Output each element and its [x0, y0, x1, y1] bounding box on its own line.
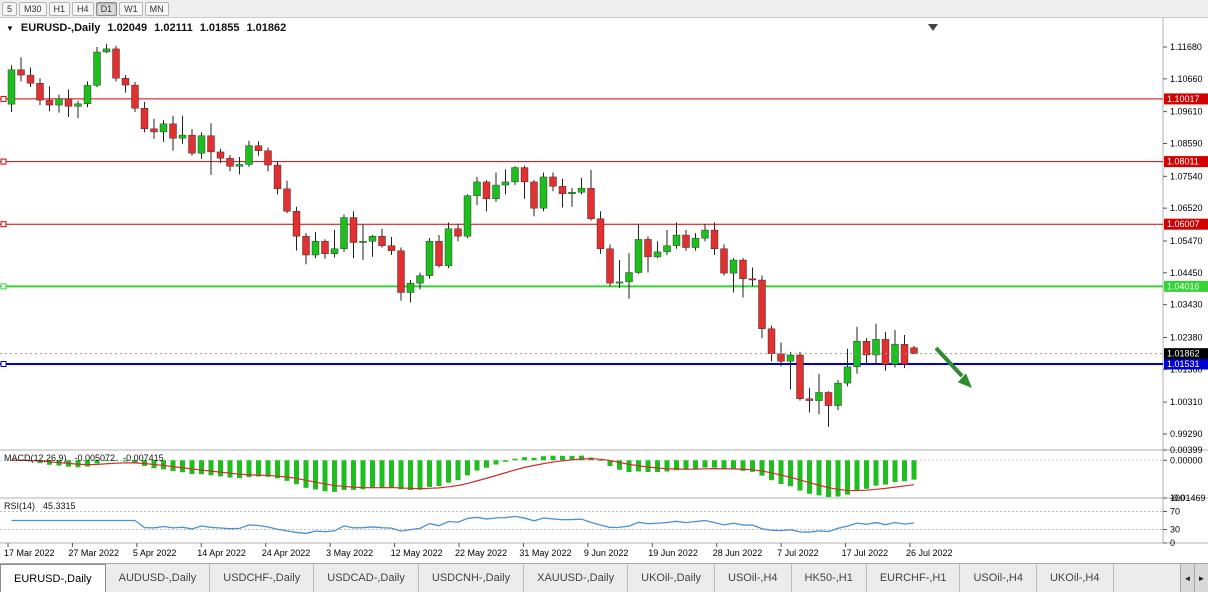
svg-text:30: 30	[1170, 525, 1180, 535]
svg-text:26 Jul 2022: 26 Jul 2022	[906, 548, 953, 558]
svg-text:31 May 2022: 31 May 2022	[519, 548, 571, 558]
macd-name: MACD(12,26,9)	[4, 453, 67, 463]
svg-text:1.01862: 1.01862	[1167, 349, 1200, 359]
svg-text:19 Jun 2022: 19 Jun 2022	[648, 548, 698, 558]
svg-text:1.03430: 1.03430	[1170, 300, 1203, 310]
svg-text:1.10660: 1.10660	[1170, 74, 1203, 84]
svg-text:17 Jul 2022: 17 Jul 2022	[842, 548, 889, 558]
svg-text:1.04450: 1.04450	[1170, 268, 1203, 278]
svg-text:0: 0	[1170, 538, 1175, 548]
arrow-annotation	[934, 346, 964, 378]
svg-text:12 May 2022: 12 May 2022	[391, 548, 443, 558]
svg-text:22 May 2022: 22 May 2022	[455, 548, 507, 558]
svg-text:1.09610: 1.09610	[1170, 107, 1203, 117]
chart-tab-usdcnh-daily[interactable]: USDCNH-,Daily	[418, 564, 525, 592]
svg-text:27 Mar 2022: 27 Mar 2022	[68, 548, 119, 558]
timeframe-button-5[interactable]: 5	[2, 1, 18, 16]
svg-text:5 Apr 2022: 5 Apr 2022	[133, 548, 177, 558]
timeframe-button-mn[interactable]: MN	[144, 1, 169, 16]
svg-text:17 Mar 2022: 17 Mar 2022	[4, 548, 55, 558]
svg-text:3 May 2022: 3 May 2022	[326, 548, 373, 558]
high-value: 1.02111	[154, 22, 193, 34]
chart-tab-usdchf-daily[interactable]: USDCHF-,Daily	[210, 564, 315, 592]
macd-indicator-label: MACD(12,26,9) -0.005072 -0.007415	[4, 453, 164, 463]
symbol-period-label: EURUSD-,Daily	[20, 22, 101, 34]
timeframe-button-w1[interactable]: W1	[119, 1, 143, 16]
price-chart-area[interactable]: 1.11680 1.10660 1.09610 1.08590 1.07540 1.065…	[0, 18, 1208, 563]
svg-text:1.00310: 1.00310	[1170, 397, 1203, 407]
svg-text:1.02380: 1.02380	[1170, 332, 1203, 342]
chart-tab-ukoil-h4[interactable]: UKOil-,H4	[1036, 564, 1114, 592]
rsi-indicator-label: RSI(14) 45.3315	[4, 501, 76, 511]
svg-text:1.08011: 1.08011	[1167, 157, 1199, 167]
chart-tab-eurusd-daily[interactable]: EURUSD-,Daily	[0, 564, 106, 592]
svg-text:1.01531: 1.01531	[1167, 359, 1200, 369]
symbol-dropdown-icon[interactable]: ▼	[6, 23, 14, 33]
chart-tab-usoil-h4[interactable]: USOil-,H4	[715, 564, 792, 592]
chart-shift-marker-icon	[928, 24, 938, 31]
svg-text:1.05470: 1.05470	[1170, 236, 1203, 246]
tab-scroll-controls: ◄ ►	[1180, 564, 1208, 592]
chart-tab-hk50-h1[interactable]: HK50-,H1	[791, 564, 867, 592]
svg-text:14 Apr 2022: 14 Apr 2022	[197, 548, 246, 558]
svg-text:0.00399: 0.00399	[1170, 445, 1203, 455]
svg-text:1.11680: 1.11680	[1170, 42, 1202, 52]
svg-text:70: 70	[1170, 507, 1180, 517]
open-value: 1.02049	[107, 22, 148, 34]
low-value: 1.01855	[199, 22, 240, 34]
svg-text:0.99290: 0.99290	[1170, 429, 1203, 439]
svg-text:9 Jun 2022: 9 Jun 2022	[584, 548, 629, 558]
svg-text:1.08590: 1.08590	[1170, 139, 1203, 149]
svg-text:0.00000: 0.00000	[1170, 455, 1203, 465]
rsi-value: 45.3315	[43, 501, 76, 511]
svg-text:24 Apr 2022: 24 Apr 2022	[262, 548, 311, 558]
chart-tab-audusd-daily[interactable]: AUDUSD-,Daily	[105, 564, 211, 592]
svg-text:1.10017: 1.10017	[1167, 94, 1200, 104]
chart-tab-usoil-h4[interactable]: USOil-,H4	[960, 564, 1037, 592]
svg-text:1.04016: 1.04016	[1167, 281, 1200, 291]
svg-text:28 Jun 2022: 28 Jun 2022	[713, 548, 763, 558]
close-value: 1.01862	[246, 22, 287, 34]
svg-text:1.07540: 1.07540	[1170, 171, 1203, 181]
timeframe-toolbar: 5 M30 H1 H4 D1 W1 MN	[0, 0, 1208, 18]
rsi-name: RSI(14)	[4, 501, 36, 511]
svg-text:1.06007: 1.06007	[1167, 219, 1200, 229]
chart-plot[interactable]: 1.11680 1.10660 1.09610 1.08590 1.07540 1.065…	[0, 18, 1208, 563]
timeframe-button-h4[interactable]: H4	[72, 1, 94, 16]
ohlc-header: ▼ EURUSD-,Daily 1.02049 1.02111 1.01855 …	[6, 22, 286, 34]
chart-tabs-bar: EURUSD-,Daily AUDUSD-,Daily USDCHF-,Daily U…	[0, 563, 1208, 592]
svg-text:7 Jul 2022: 7 Jul 2022	[777, 548, 819, 558]
chart-tab-eurchf-h1[interactable]: EURCHF-,H1	[866, 564, 961, 592]
macd-signal-value: -0.007415	[123, 453, 164, 463]
svg-text:1.06520: 1.06520	[1170, 203, 1203, 213]
chart-tab-ukoil-daily[interactable]: UKOil-,Daily	[628, 564, 716, 592]
svg-text:-0.01469: -0.01469	[1170, 493, 1206, 503]
svg-text:100: 100	[1170, 493, 1185, 503]
chart-tab-usdcad-daily[interactable]: USDCAD-,Daily	[314, 564, 419, 592]
macd-main-value: -0.005072	[74, 453, 116, 463]
timeframe-button-d1[interactable]: D1	[95, 1, 118, 16]
chart-tabs: EURUSD-,Daily AUDUSD-,Daily USDCHF-,Daily U…	[0, 564, 1114, 592]
timeframe-button-h1[interactable]: H1	[48, 1, 71, 16]
timeframe-button-m30[interactable]: M30	[19, 1, 47, 16]
chart-tab-xauusd-daily[interactable]: XAUUSD-,Daily	[524, 564, 629, 592]
tab-scroll-left-icon[interactable]: ◄	[1180, 564, 1194, 592]
tab-scroll-right-icon[interactable]: ►	[1194, 564, 1208, 592]
